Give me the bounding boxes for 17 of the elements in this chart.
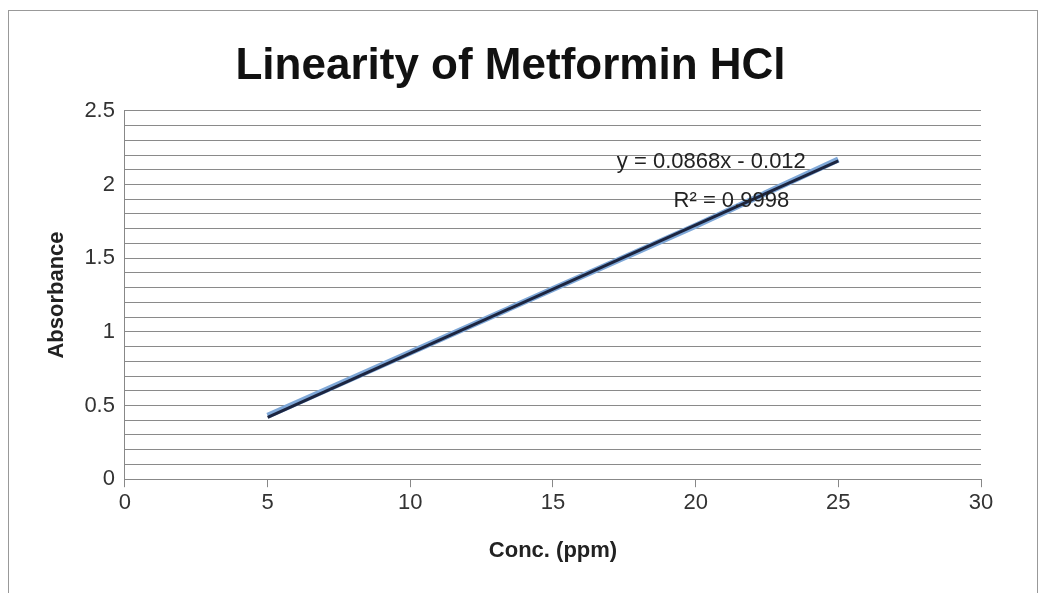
x-tick-label: 30 (968, 489, 994, 515)
x-tick-label: 10 (398, 489, 423, 515)
x-axis-title: Conc. (ppm) (488, 536, 618, 562)
x-tick-label: 15 (540, 489, 566, 515)
x-tick-label: 20 (683, 489, 708, 515)
x-tick-label: 25 (826, 489, 851, 515)
y-tick-label: 1.5 (84, 244, 115, 270)
annotation: y = 0.0868x - 0.012 (616, 148, 806, 174)
y-tick-label: 0.5 (84, 391, 115, 417)
y-tick-label: 2 (102, 170, 115, 196)
x-tick-label: 5 (261, 489, 274, 515)
chart-title: Linearity of Metformin HCl (235, 38, 786, 88)
y-tick-label: 2.5 (84, 96, 115, 122)
y-tick-label: 1 (102, 317, 115, 343)
y-axis-title: Absorbance (43, 231, 69, 359)
x-tick-label: 0 (118, 489, 132, 515)
y-tick-label: 0 (102, 465, 115, 491)
